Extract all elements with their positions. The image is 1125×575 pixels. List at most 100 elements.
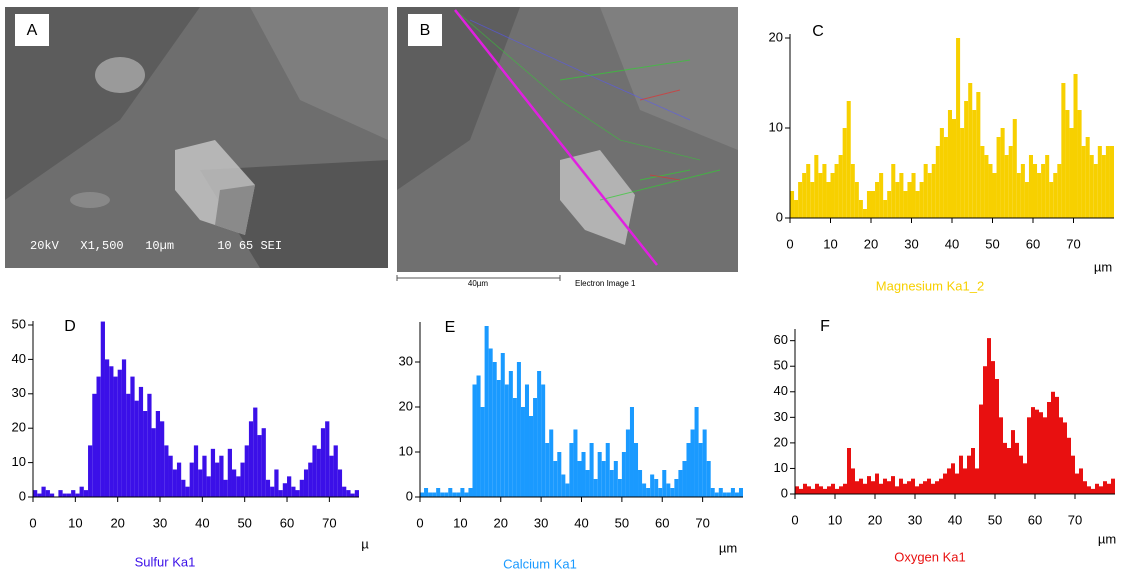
bar [206, 476, 211, 497]
bar [577, 461, 582, 497]
x-tick-label: 60 [1028, 512, 1042, 527]
bar [1059, 417, 1063, 494]
bar [1004, 155, 1009, 218]
bar [565, 483, 570, 497]
bar [899, 173, 904, 218]
bar [185, 486, 190, 497]
bar [1087, 486, 1091, 494]
bar [883, 478, 887, 494]
bar [951, 463, 955, 494]
bar [303, 469, 309, 497]
bar [1051, 391, 1055, 494]
bar [164, 445, 169, 497]
bar [168, 455, 173, 497]
bar [1085, 137, 1090, 218]
chart-title: Oxygen Ka1 [894, 549, 966, 564]
bar [686, 443, 691, 497]
bar [601, 461, 606, 497]
bar [472, 384, 477, 497]
bar [935, 146, 940, 218]
bar [299, 479, 304, 497]
panel-label: C [812, 23, 824, 40]
bar [496, 380, 501, 497]
bar [155, 411, 161, 497]
y-tick-label: 20 [399, 398, 413, 413]
bar [420, 492, 425, 497]
bar [798, 182, 803, 218]
bar [492, 362, 497, 497]
y-tick-label: 50 [12, 316, 26, 331]
bar [943, 137, 948, 218]
bar [1057, 164, 1062, 218]
bar [830, 173, 835, 218]
bar [621, 452, 626, 497]
bar [956, 38, 961, 218]
x-tick-label: 10 [823, 236, 837, 251]
bar [569, 443, 574, 497]
x-tick-label: 0 [791, 512, 798, 527]
bar [642, 483, 647, 497]
bar [939, 128, 944, 218]
chart: 0 10 20 0 10 20 30 40 50 60 70 µm Magnesium Ka1_2 C [769, 23, 1114, 293]
bar [1012, 119, 1017, 218]
bar [866, 191, 871, 218]
bar [79, 486, 84, 497]
bar [726, 492, 731, 497]
bar [1065, 110, 1070, 218]
y-tick-label: 30 [774, 409, 788, 424]
y-tick-label: 0 [19, 488, 26, 503]
bar [738, 488, 743, 497]
bar [931, 164, 936, 218]
bar [1091, 488, 1095, 494]
bar [903, 483, 907, 494]
bar [1107, 483, 1111, 494]
bar [484, 326, 489, 497]
bar [308, 462, 313, 497]
x-tick-label: 10 [68, 515, 82, 530]
bar [202, 455, 207, 497]
bar [959, 455, 963, 494]
bar [545, 443, 550, 497]
bar [899, 478, 903, 494]
bar [287, 476, 292, 497]
bar [814, 155, 819, 218]
bar [143, 411, 148, 497]
bar [629, 407, 634, 497]
bar [718, 488, 723, 497]
x-tick-label: 10 [453, 515, 467, 530]
bar [1071, 455, 1075, 494]
x-tick-label: 70 [1066, 236, 1080, 251]
bar [730, 488, 735, 497]
bar [831, 483, 835, 494]
bar [71, 490, 76, 497]
bar [650, 474, 655, 497]
image-caption: 20kV X1,500 10µm 10 65 SEI [30, 239, 282, 253]
bar [818, 173, 823, 218]
bar [895, 182, 900, 218]
bar [915, 486, 919, 494]
bar [617, 479, 622, 497]
bar [1083, 481, 1087, 494]
bar [1103, 481, 1107, 494]
bar [1045, 155, 1050, 218]
bar [674, 479, 679, 497]
bar [714, 492, 719, 497]
bar [923, 164, 928, 218]
bar [995, 379, 999, 494]
y-tick-label: 20 [774, 434, 788, 449]
x-tick-label: 20 [494, 515, 508, 530]
bar [947, 468, 951, 494]
panel-label: A [27, 22, 38, 39]
bar [858, 200, 863, 218]
chart-title: Magnesium Ka1_2 [876, 278, 984, 293]
bar [329, 455, 334, 497]
x-tick-label: 40 [574, 515, 588, 530]
bar [871, 481, 875, 494]
scale-bar-label: 40µm [468, 279, 489, 288]
bar [524, 384, 530, 497]
y-tick-label: 30 [12, 385, 26, 400]
bar [537, 371, 542, 497]
bar [838, 155, 843, 218]
x-tick-label: 30 [908, 512, 922, 527]
bar [37, 493, 42, 497]
